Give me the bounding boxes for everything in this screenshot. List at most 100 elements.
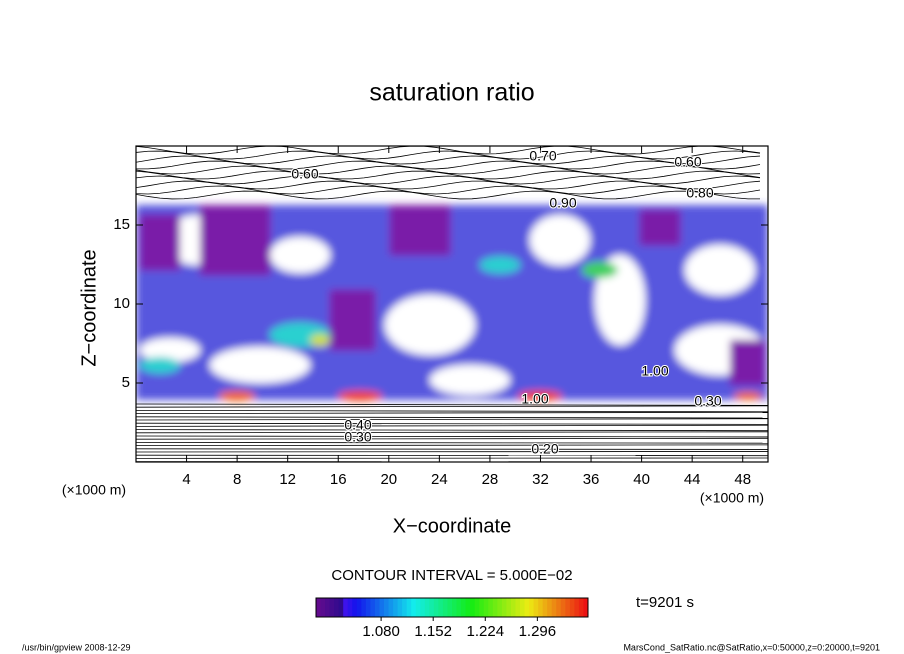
contour-line: [136, 444, 768, 447]
colorbar-swatch: [542, 598, 548, 617]
colorbar-swatch: [452, 598, 458, 617]
colorbar-swatch: [515, 598, 521, 617]
colorbar-swatch: [520, 598, 526, 617]
contour-line: [136, 190, 761, 200]
colorbar-swatch: [556, 598, 562, 617]
contour-lines: [136, 146, 768, 462]
contour-line: [136, 180, 761, 190]
contour-line: [136, 185, 761, 195]
x-tick-label: 16: [330, 471, 347, 488]
contour-line: [136, 403, 768, 406]
contour-line: [136, 435, 768, 438]
contour-line: [136, 411, 768, 415]
colorbar-swatch: [547, 598, 553, 617]
colorbar-swatch: [474, 598, 480, 617]
contour-label: 0.20: [531, 441, 558, 457]
colorbar-swatch: [442, 598, 448, 617]
colorbar-swatch: [397, 598, 403, 617]
colorbar-swatch: [384, 598, 390, 617]
colorbar-swatch: [470, 598, 476, 617]
colorbar-swatch: [488, 598, 494, 617]
contour-line: [136, 418, 768, 421]
contour-label: 1.00: [641, 363, 668, 379]
x-unit: (×1000 m): [700, 490, 764, 506]
contour-line: [136, 422, 768, 425]
footer-left: /usr/bin/gpview 2008-12-29: [22, 642, 131, 652]
contour-label: 0.70: [529, 148, 556, 164]
y-tick-label: 5: [122, 374, 130, 391]
contour-line: [136, 405, 768, 408]
contour-line: [136, 150, 761, 160]
x-tick-label: 32: [532, 471, 549, 488]
colorbar-swatch: [402, 598, 408, 617]
colorbar-swatch: [569, 598, 575, 617]
y-tick-label: 15: [113, 216, 130, 233]
colorbar-swatch: [492, 598, 498, 617]
colorbar-swatch: [325, 598, 331, 617]
y-tick-label: 10: [113, 295, 130, 312]
colorbar-swatch: [551, 598, 557, 617]
x-tick-label: 12: [279, 471, 296, 488]
colorbar-swatch: [533, 598, 539, 617]
contour-line: [136, 175, 761, 185]
colorbar-frame: [315, 597, 589, 618]
colorbar-swatch: [393, 598, 399, 617]
colorbar-swatch: [524, 598, 530, 617]
colorbar-swatch: [379, 598, 385, 617]
x-tick-label: 24: [431, 471, 448, 488]
contour-line: [136, 170, 761, 180]
colorbar-swatch: [433, 598, 439, 617]
time-label: t=9201 s: [636, 594, 694, 611]
x-tick-label: 40: [633, 471, 650, 488]
x-tick-label: 44: [684, 471, 701, 488]
colorbar-swatch: [388, 598, 394, 617]
colorbar-swatch: [370, 598, 376, 617]
y-unit: (×1000 m): [62, 482, 126, 498]
contour-line: [136, 451, 768, 453]
contour-line: [136, 424, 768, 427]
colorbar-swatch: [583, 598, 589, 617]
colorbar-swatch: [415, 598, 421, 617]
colorbar-swatch: [343, 598, 349, 617]
colorbar-tick-label: 1.152: [414, 623, 452, 640]
contour-line: [136, 416, 768, 419]
contour-line: [136, 441, 768, 444]
colorbar-swatch: [438, 598, 444, 617]
colorbar-swatch: [574, 598, 580, 617]
contour-line: [136, 160, 761, 170]
colorbar-swatch: [365, 598, 371, 617]
contour-line: [136, 429, 768, 432]
x-tick-label: 28: [482, 471, 499, 488]
colorbar-swatch: [461, 598, 467, 617]
colorbar-swatch: [506, 598, 512, 617]
contour-line: [136, 155, 761, 165]
colorbar-swatch: [320, 598, 326, 617]
colorbar-swatch: [374, 598, 380, 617]
x-tick-label: 48: [734, 471, 751, 488]
contour-line: [136, 165, 761, 175]
colorbar-swatch: [497, 598, 503, 617]
colorbar-swatch: [456, 598, 462, 617]
colorbar-swatch: [424, 598, 430, 617]
colorbar-swatch: [356, 598, 362, 617]
contour-label: 0.30: [344, 429, 371, 445]
colorbar-swatch: [406, 598, 412, 617]
colorbar-swatch: [347, 598, 353, 617]
contour-label: 0.60: [291, 166, 318, 182]
contour-line: [136, 146, 761, 155]
colorbar-swatch: [565, 598, 571, 617]
x-tick-label: 20: [380, 471, 397, 488]
contour-line: [136, 409, 768, 413]
colorbar-swatch: [411, 598, 417, 617]
contour-line: [136, 448, 768, 450]
field-shading: [136, 205, 768, 401]
colorbar-tick-label: 1.080: [362, 623, 400, 640]
colorbar-swatch: [334, 598, 340, 617]
footer-right: MarsCond_SatRatio.nc@SatRatio,x=0:50000,…: [623, 642, 880, 652]
contour-line: [136, 431, 768, 434]
contour-label: 0.40: [344, 417, 371, 433]
colorbar-tick-label: 1.296: [519, 623, 557, 640]
colorbar-swatch: [338, 598, 344, 617]
colorbar-swatch: [479, 598, 485, 617]
